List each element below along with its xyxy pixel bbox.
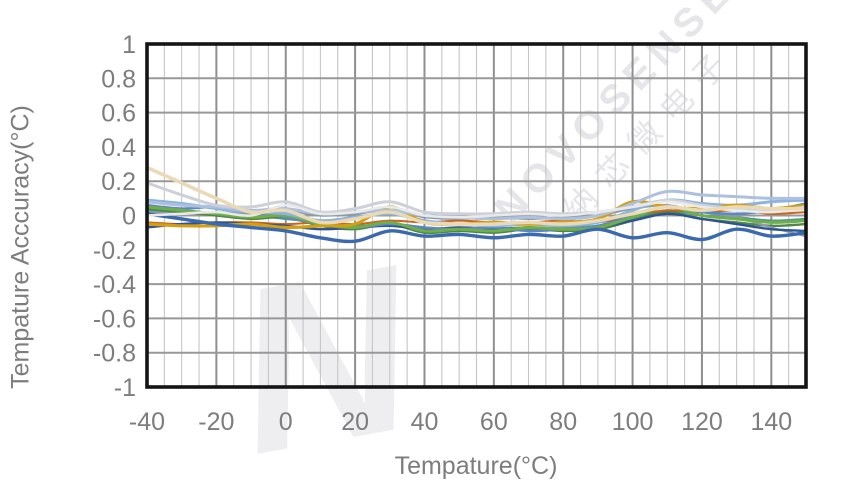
y-tick-label: 0.6 <box>101 100 136 128</box>
series-line-pale-blue <box>145 189 808 221</box>
y-axis-title: Tempature Acccuracy(°C) <box>6 105 35 389</box>
y-tick-label: -0.8 <box>93 340 136 368</box>
x-tick-label: 20 <box>341 408 369 436</box>
x-tick-label: 80 <box>549 408 577 436</box>
x-tick-label: 100 <box>612 408 654 436</box>
y-tick-label: 0.4 <box>101 134 136 162</box>
x-tick-label: 60 <box>480 408 508 436</box>
series-line-white <box>145 200 808 219</box>
x-tick-label: 140 <box>750 408 792 436</box>
series-line-blue <box>145 212 808 244</box>
series-lines <box>145 165 808 244</box>
y-tick-label: -1 <box>114 374 136 402</box>
y-tick-label: -0.4 <box>93 271 136 299</box>
y-tick-label: -0.2 <box>93 237 136 265</box>
tick-labels: 1 0.8 0.6 0.4 0.2 0 -0.2 -0.4 -0.6 -0.8 -1 -40 -20 0 2… <box>93 31 792 436</box>
series-line-wheat <box>145 165 808 227</box>
x-tick-label: -20 <box>198 408 234 436</box>
series-line-green <box>145 205 808 233</box>
series-line-silver <box>145 181 808 216</box>
y-tick-label: 0 <box>122 203 136 231</box>
y-tick-label: 0.2 <box>101 168 136 196</box>
x-tick-label: 40 <box>411 408 439 436</box>
y-tick-label: 0.8 <box>101 65 136 93</box>
x-tick-label: 120 <box>681 408 723 436</box>
y-tick-label: -0.6 <box>93 305 136 333</box>
x-tick-label: -40 <box>129 408 165 436</box>
x-tick-label: 0 <box>279 408 293 436</box>
x-axis-title-text: Tempature(°C) <box>394 452 558 480</box>
y-tick-label: 1 <box>122 31 136 59</box>
plot-border <box>145 42 808 389</box>
x-axis-title: Tempature(°C) <box>0 452 866 481</box>
